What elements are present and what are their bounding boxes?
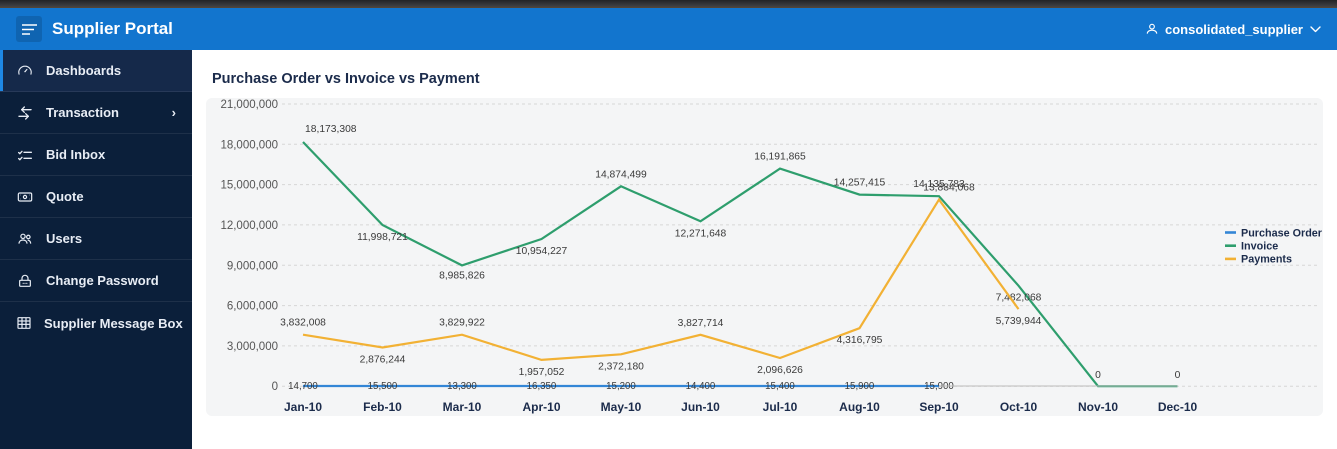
svg-text:Oct-10: Oct-10 xyxy=(1000,400,1038,414)
svg-text:21,000,000: 21,000,000 xyxy=(220,99,278,111)
svg-text:13,300: 13,300 xyxy=(447,381,477,392)
svg-text:14,257,415: 14,257,415 xyxy=(834,178,886,189)
svg-text:Jun-10: Jun-10 xyxy=(681,400,720,414)
svg-text:3,827,714: 3,827,714 xyxy=(678,318,724,329)
svg-text:Dec-10: Dec-10 xyxy=(1158,400,1198,414)
svg-text:Apr-10: Apr-10 xyxy=(522,400,560,414)
svg-text:13,884,068: 13,884,068 xyxy=(923,183,975,194)
svg-text:14,874,499: 14,874,499 xyxy=(595,169,647,180)
svg-text:18,173,308: 18,173,308 xyxy=(305,124,357,135)
svg-text:1,957,052: 1,957,052 xyxy=(519,367,565,378)
svg-text:5,739,944: 5,739,944 xyxy=(996,316,1042,327)
svg-text:0: 0 xyxy=(1095,370,1101,381)
svg-text:15,900: 15,900 xyxy=(924,381,954,392)
svg-text:14,700: 14,700 xyxy=(288,381,318,392)
svg-text:Nov-10: Nov-10 xyxy=(1078,400,1118,414)
svg-text:Aug-10: Aug-10 xyxy=(839,400,880,414)
svg-text:10,954,227: 10,954,227 xyxy=(516,246,568,257)
svg-text:14,400: 14,400 xyxy=(686,381,716,392)
svg-text:16,191,865: 16,191,865 xyxy=(754,152,806,163)
svg-text:15,500: 15,500 xyxy=(368,381,398,392)
svg-text:15,200: 15,200 xyxy=(606,381,636,392)
svg-text:Sep-10: Sep-10 xyxy=(919,400,959,414)
svg-text:Mar-10: Mar-10 xyxy=(443,400,482,414)
svg-text:12,271,648: 12,271,648 xyxy=(675,228,727,239)
svg-text:Jul-10: Jul-10 xyxy=(763,400,798,414)
svg-text:12,000,000: 12,000,000 xyxy=(220,220,278,232)
svg-text:Invoice: Invoice xyxy=(1241,241,1278,253)
svg-text:11,998,721: 11,998,721 xyxy=(357,232,408,243)
svg-text:0: 0 xyxy=(1175,370,1181,381)
svg-text:16,350: 16,350 xyxy=(527,381,557,392)
svg-text:8,985,826: 8,985,826 xyxy=(439,270,485,281)
svg-text:2,096,626: 2,096,626 xyxy=(757,365,803,376)
svg-text:9,000,000: 9,000,000 xyxy=(227,260,278,272)
svg-text:15,000,000: 15,000,000 xyxy=(220,180,278,192)
svg-text:Payments: Payments xyxy=(1241,254,1292,266)
svg-text:18,000,000: 18,000,000 xyxy=(220,139,278,151)
svg-text:Feb-10: Feb-10 xyxy=(363,400,402,414)
svg-text:15,400: 15,400 xyxy=(765,381,795,392)
svg-text:0: 0 xyxy=(272,381,278,393)
svg-text:3,832,008: 3,832,008 xyxy=(280,318,326,329)
svg-text:6,000,000: 6,000,000 xyxy=(227,301,278,313)
svg-text:7,482,068: 7,482,068 xyxy=(996,293,1042,304)
svg-text:May-10: May-10 xyxy=(601,400,642,414)
svg-text:3,000,000: 3,000,000 xyxy=(227,341,278,353)
svg-text:Jan-10: Jan-10 xyxy=(284,400,322,414)
svg-text:2,876,244: 2,876,244 xyxy=(360,355,406,366)
svg-text:2,372,180: 2,372,180 xyxy=(598,361,644,372)
svg-text:3,829,922: 3,829,922 xyxy=(439,318,485,329)
svg-text:15,900: 15,900 xyxy=(845,381,875,392)
svg-text:Purchase Order: Purchase Order xyxy=(1241,227,1323,239)
svg-text:4,316,795: 4,316,795 xyxy=(837,335,883,346)
